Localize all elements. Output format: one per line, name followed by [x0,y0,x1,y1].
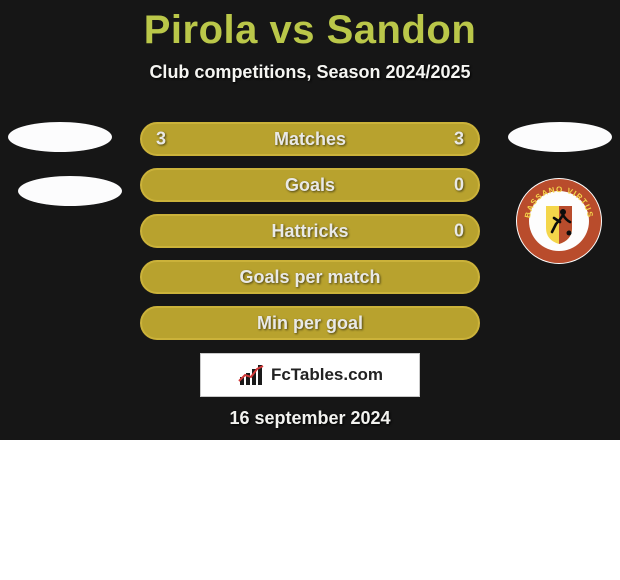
stat-bar-value-right: 0 [454,175,464,196]
stat-bar-0: Matches 3 3 [140,122,480,156]
brand-text: FcTables.com [271,365,383,385]
page-title: Pirola vs Sandon [0,8,620,53]
stat-bar-label: Matches [274,129,346,150]
stat-bar-label: Goals [285,175,335,196]
subtitle: Club competitions, Season 2024/2025 [0,62,620,83]
brand-logo-box: FcTables.com [200,353,420,397]
stat-bar-label: Hattricks [271,221,348,242]
stat-bar-1: Goals 0 [140,168,480,202]
ellipse-left-2 [18,176,122,206]
stat-bar-2: Hattricks 0 [140,214,480,248]
stat-bar-value-right: 3 [454,129,464,150]
stat-bar-3: Goals per match [140,260,480,294]
stat-bar-value-right: 0 [454,221,464,242]
stat-bar-label: Min per goal [257,313,363,334]
comparison-card: Pirola vs Sandon Club competitions, Seas… [0,0,620,580]
ellipse-right-1 [508,122,612,152]
date-text: 16 september 2024 [0,408,620,429]
club-badge-svg: BASSANO VIRTUS [516,178,602,264]
brand-chart-icon [237,363,265,387]
club-badge-right: BASSANO VIRTUS [516,178,602,264]
stat-bar-4: Min per goal [140,306,480,340]
stat-bar-value-left: 3 [156,129,166,150]
ellipse-left-1 [8,122,112,152]
stat-bar-label: Goals per match [239,267,380,288]
